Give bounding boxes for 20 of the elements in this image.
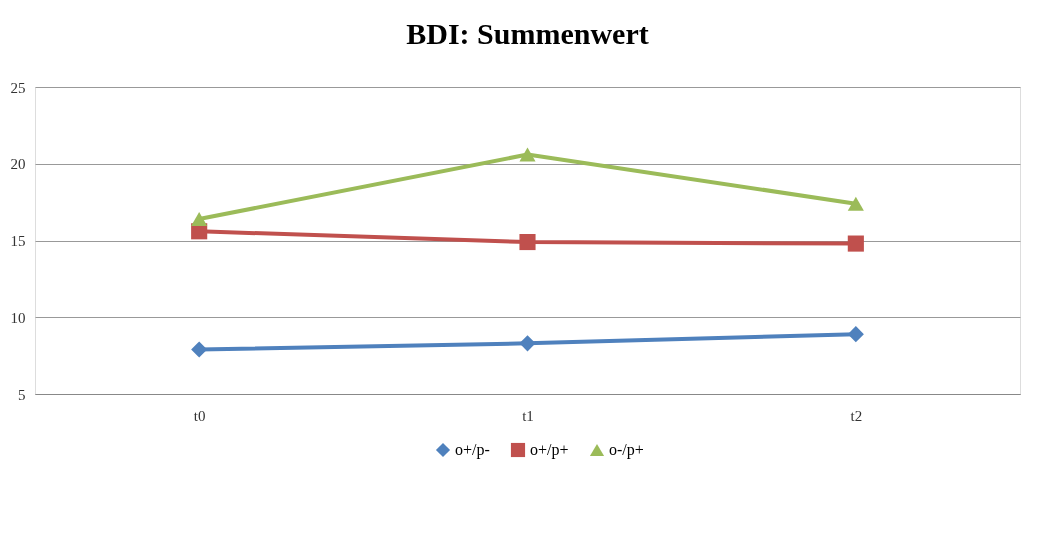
point: [519, 335, 536, 352]
y-tick-label: 10: [10, 309, 26, 326]
x-tick-label: t0: [193, 407, 206, 424]
point: [847, 235, 864, 252]
chart-title: BDI: Summenwert: [406, 17, 649, 50]
point: [847, 326, 864, 343]
y-tick-label: 25: [10, 79, 26, 96]
point: [519, 233, 536, 251]
point: [191, 341, 208, 358]
point: [191, 212, 208, 226]
x-tick-label: t1: [522, 407, 534, 424]
y-tick-label: 15: [10, 233, 26, 249]
legend-label: o+/p-: [455, 441, 490, 459]
point: [847, 196, 864, 211]
x-tick-label: t2: [850, 407, 863, 424]
point: [519, 147, 536, 162]
y-tick-label: 5: [18, 386, 26, 403]
legend-label: o-/p+: [609, 441, 644, 459]
y-tick-label: 20: [10, 156, 26, 173]
legend-label: o+/p+: [530, 441, 569, 459]
